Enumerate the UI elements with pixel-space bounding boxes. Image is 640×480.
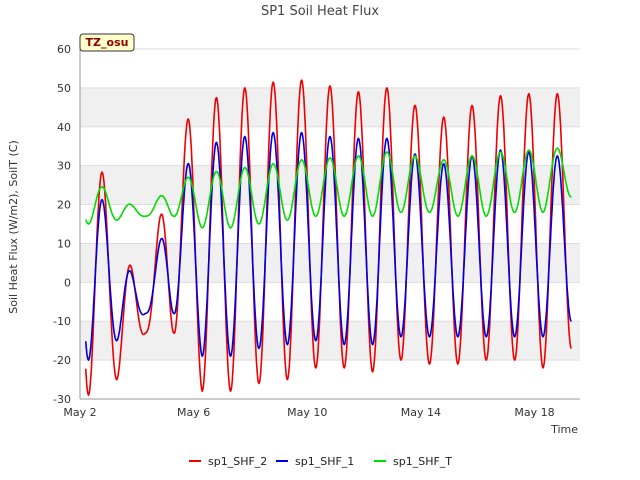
y-tick-label: -10 <box>53 315 71 328</box>
badge-box <box>79 33 135 52</box>
legend-label: sp1_SHF_1 <box>295 455 354 468</box>
y-tick-label: 60 <box>57 43 71 56</box>
legend-label: sp1_SHF_T <box>393 455 452 468</box>
x-tick-label: May 2 <box>63 406 96 419</box>
y-tick-label: 50 <box>57 82 71 95</box>
y-tick-label: 0 <box>64 276 71 289</box>
badge-label: TZ_osu <box>86 36 129 49</box>
grid-bands <box>80 49 580 399</box>
y-tick-label: 40 <box>57 121 71 134</box>
series-line-sp1_SHF_1 <box>84 131 572 361</box>
legend-label: sp1_SHF_2 <box>208 455 267 468</box>
y-tick-labels: -30 -20 -10 0 10 20 30 40 50 60 <box>53 43 71 406</box>
y-tick-label: -30 <box>53 393 71 406</box>
legend: sp1_SHF_2 sp1_SHF_1 sp1_SHF_T <box>189 455 452 468</box>
plot-lines <box>84 79 573 396</box>
y-tick-label: 10 <box>57 237 71 250</box>
x-tick-label: May 14 <box>401 406 441 419</box>
chart-title: SP1 Soil Heat Flux <box>261 4 379 19</box>
y-tick-label: 20 <box>57 199 71 212</box>
x-tick-label: May 6 <box>177 406 210 419</box>
grid-band <box>80 87 580 127</box>
axes <box>79 49 580 400</box>
badge: TZ_osu <box>79 33 135 52</box>
grid-band <box>80 360 580 399</box>
grid-band <box>80 204 580 244</box>
x-tick-labels: May 2 May 6 May 10 May 14 May 18 <box>63 406 554 419</box>
grid-band <box>80 282 580 322</box>
y-tick-label: -20 <box>53 354 71 367</box>
x-axis-label: Time <box>550 423 578 436</box>
grid-band <box>80 49 580 88</box>
grid-band <box>80 243 580 283</box>
series-line-sp1_SHF_T <box>84 147 572 229</box>
y-tick-label: 30 <box>57 160 71 173</box>
grid-band <box>80 321 580 361</box>
y-axis-label: Soil Heat Flux (W/m2), SoilT (C) <box>7 140 20 313</box>
x-tick-label: May 10 <box>287 406 327 419</box>
x-tick-label: May 18 <box>514 406 554 419</box>
